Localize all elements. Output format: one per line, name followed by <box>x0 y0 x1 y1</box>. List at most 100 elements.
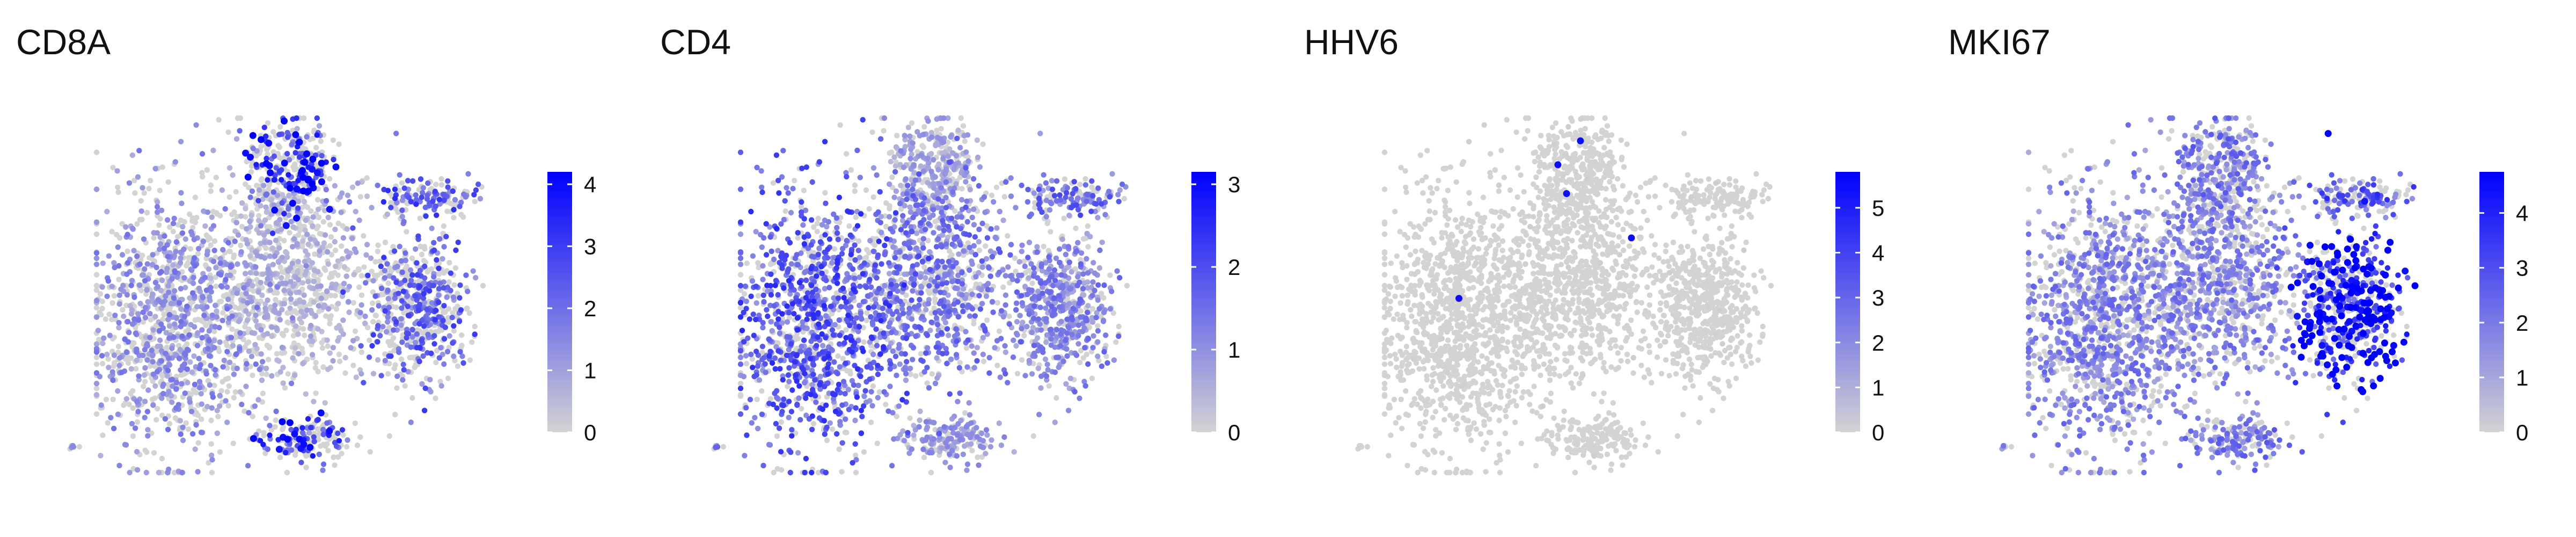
cell-point <box>837 122 843 128</box>
cell-point <box>909 151 914 157</box>
cell-point <box>158 207 165 213</box>
cell-point <box>340 432 346 438</box>
cell-point <box>165 316 171 323</box>
cell-point <box>249 330 255 336</box>
cell-point <box>243 271 248 277</box>
cell-point <box>749 356 755 362</box>
cell-point <box>460 191 467 197</box>
cell-point <box>134 398 140 404</box>
cell-point <box>447 260 452 266</box>
cell-point <box>208 188 214 194</box>
cell-point <box>1052 419 1058 425</box>
cell-point <box>998 442 1005 448</box>
cell-point <box>924 424 931 430</box>
cell-point <box>1095 353 1101 359</box>
cell-point <box>299 425 305 431</box>
cell-point <box>310 338 316 344</box>
cell-point <box>257 366 262 372</box>
cell-point <box>743 361 750 367</box>
cell-point <box>131 316 137 322</box>
cell-point <box>185 327 192 333</box>
cell-point <box>116 292 122 298</box>
cell-point <box>1080 355 1086 361</box>
cell-point <box>206 338 212 344</box>
cell-point <box>226 165 233 171</box>
cell-point <box>142 447 148 453</box>
cell-point <box>271 206 279 214</box>
cell-point <box>279 275 284 281</box>
cell-point <box>362 320 368 326</box>
cell-point <box>274 284 281 290</box>
cell-point <box>93 314 100 320</box>
cell-point <box>145 387 151 393</box>
cell-point <box>314 241 320 246</box>
cell-point <box>228 335 235 340</box>
cell-point <box>1066 212 1072 219</box>
cell-point <box>392 411 398 418</box>
cell-point <box>391 327 397 333</box>
cell-point <box>358 292 365 298</box>
cell-point <box>444 208 450 214</box>
cell-point <box>1078 308 1084 314</box>
cell-point <box>1029 329 1035 336</box>
cell-point <box>438 176 444 182</box>
cell-point <box>380 324 386 330</box>
cell-point <box>1095 339 1101 345</box>
cell-point <box>118 286 124 292</box>
cell-point <box>179 469 185 476</box>
cell-point <box>295 178 301 184</box>
cell-point <box>178 306 184 312</box>
cell-point <box>1085 244 1091 250</box>
cell-point <box>361 233 367 239</box>
cell-point <box>918 351 924 357</box>
cell-point <box>831 246 838 252</box>
cell-point <box>852 417 858 424</box>
cell-point <box>891 194 897 200</box>
cell-point <box>318 178 325 185</box>
cell-point <box>211 329 217 335</box>
cell-point <box>441 197 447 204</box>
cell-point <box>902 136 908 143</box>
cell-point <box>324 420 330 426</box>
cell-point <box>1043 339 1049 345</box>
cell-point <box>313 144 319 151</box>
cell-point <box>737 231 744 237</box>
cell-point <box>309 352 316 358</box>
cell-point <box>196 285 202 292</box>
cell-point <box>971 350 977 356</box>
cell-point <box>458 307 464 313</box>
cell-point <box>974 425 979 431</box>
cell-point <box>220 364 226 370</box>
cell-point <box>420 295 427 301</box>
cell-point <box>273 417 279 423</box>
cell-point <box>246 410 252 416</box>
cell-point <box>116 462 122 469</box>
cell-point <box>244 226 250 232</box>
cell-point <box>399 180 405 186</box>
cell-point <box>296 436 303 443</box>
cell-point <box>227 272 233 278</box>
cell-point <box>799 405 804 412</box>
cell-point <box>399 305 405 311</box>
cell-point <box>328 234 334 240</box>
cell-point <box>964 467 970 473</box>
cell-point <box>265 151 270 157</box>
cell-point <box>135 174 141 180</box>
cell-point <box>1073 226 1079 231</box>
cell-point <box>346 309 352 315</box>
cell-point <box>258 223 264 229</box>
cell-point <box>977 164 983 170</box>
cell-point <box>270 262 276 267</box>
cell-point <box>279 344 285 351</box>
cell-point <box>975 454 980 460</box>
cell-point <box>393 130 399 136</box>
cell-point <box>810 420 817 427</box>
cell-point <box>937 136 943 142</box>
cell-point <box>910 182 917 188</box>
cell-point <box>418 176 424 182</box>
cell-point <box>129 278 135 284</box>
cell-point <box>179 381 185 387</box>
cell-point <box>284 129 290 136</box>
cell-point <box>214 314 219 320</box>
cell-point <box>1116 323 1122 330</box>
